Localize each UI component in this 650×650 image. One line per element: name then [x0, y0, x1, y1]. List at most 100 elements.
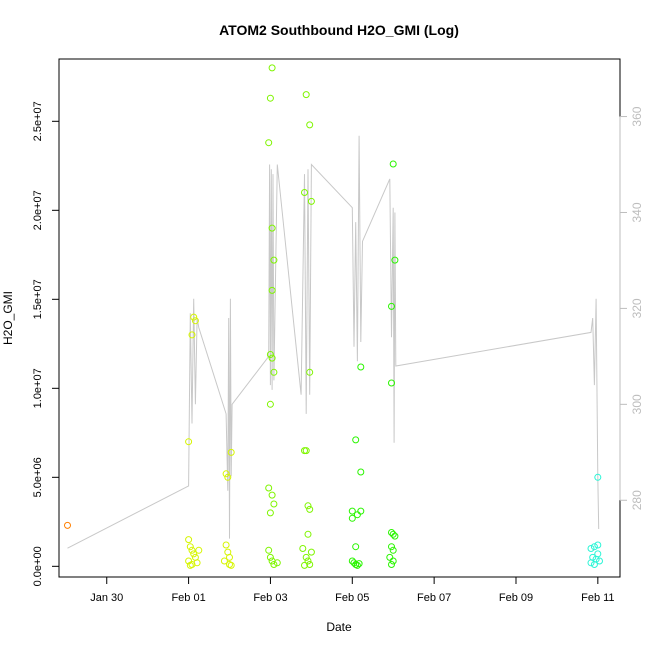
data-point	[222, 470, 230, 478]
y-axis-label: H2O_GMI	[1, 291, 15, 345]
data-point	[270, 256, 278, 264]
data-point	[226, 553, 233, 561]
y-tick-label: 5.0e+06	[32, 457, 44, 497]
x-axis-label: Date	[326, 620, 352, 634]
data-point	[299, 545, 307, 552]
data-point	[304, 530, 312, 538]
x-tick-label: Feb 01	[171, 592, 205, 604]
data-point	[352, 543, 360, 551]
data-point	[306, 505, 314, 513]
data-point	[302, 447, 310, 455]
y-right-tick-label: 360	[630, 106, 644, 126]
data-point	[185, 438, 193, 446]
data-point	[386, 553, 394, 561]
data-point	[193, 559, 201, 567]
data-point	[191, 317, 199, 325]
data-point	[348, 557, 356, 565]
data-point	[64, 521, 71, 529]
data-point	[220, 557, 228, 565]
data-point	[265, 546, 273, 554]
data-point	[355, 560, 363, 568]
data-point	[266, 94, 274, 102]
data-point	[301, 189, 308, 196]
data-point	[587, 559, 595, 567]
y-right-tick-label: 320	[630, 298, 644, 318]
data-point	[268, 286, 276, 294]
data-point	[357, 468, 365, 476]
secondary-series	[67, 135, 600, 549]
data-point	[594, 550, 602, 558]
data-point	[348, 514, 356, 522]
data-point	[590, 561, 598, 568]
data-point	[357, 363, 365, 371]
y-tick-label: 0.0e+00	[32, 546, 44, 586]
data-point	[188, 546, 196, 554]
data-point	[389, 160, 397, 168]
data-point	[273, 559, 281, 567]
data-point	[594, 541, 602, 549]
data-point	[306, 368, 314, 376]
data-point	[224, 473, 232, 481]
data-point	[389, 530, 397, 538]
data-point	[222, 541, 230, 549]
x-axis: Jan 30 Feb 01 Feb 03 Feb 05 Feb 07 Feb 09 Feb …	[90, 576, 615, 604]
y-right-tick-label: 340	[630, 202, 644, 222]
data-point	[587, 545, 595, 552]
data-point	[353, 561, 361, 569]
data-point	[266, 351, 274, 358]
x-tick-label: Feb 09	[499, 592, 533, 604]
y-axis-right: 280 300 320 340 360	[619, 106, 644, 510]
data-point	[190, 550, 198, 558]
data-point	[388, 302, 395, 310]
data-point	[304, 502, 312, 510]
data-points	[64, 64, 603, 569]
y-right-tick-label: 300	[630, 394, 644, 414]
data-point	[270, 368, 278, 376]
y-tick-label: 2.0e+07	[32, 190, 44, 230]
data-point	[389, 546, 397, 554]
data-point	[388, 529, 395, 536]
y-right-tick-label: 280	[630, 490, 644, 510]
data-point	[388, 543, 395, 551]
data-point	[307, 548, 315, 556]
data-point	[391, 256, 399, 264]
data-point	[306, 121, 314, 129]
secondary-line	[67, 135, 600, 549]
data-point	[265, 139, 273, 147]
data-point	[190, 313, 198, 321]
y-tick-label: 2.5e+07	[32, 101, 44, 141]
data-point	[186, 543, 194, 551]
data-point	[227, 561, 235, 569]
data-point	[388, 379, 395, 387]
data-point	[227, 448, 235, 456]
x-tick-label: Feb 03	[253, 592, 287, 604]
data-point	[388, 561, 395, 568]
plot-frame	[58, 58, 621, 578]
data-point	[357, 507, 365, 515]
data-point	[266, 509, 274, 517]
data-point	[302, 553, 310, 561]
data-point	[270, 500, 278, 508]
data-point	[268, 64, 276, 72]
data-point	[590, 543, 598, 551]
x-tick-label: Feb 05	[335, 592, 369, 604]
y-axis: 0.0e+00 5.0e+06 1.0e+07 1.5e+07 2.0e+07 2.5e+…	[32, 101, 60, 586]
y-tick-label: 1.0e+07	[32, 368, 44, 408]
data-point	[268, 491, 276, 499]
data-point	[266, 400, 274, 408]
data-point	[594, 473, 602, 481]
data-point	[302, 91, 310, 99]
data-point	[195, 546, 203, 554]
data-point	[266, 553, 274, 561]
data-point	[307, 197, 315, 205]
data-point	[188, 331, 196, 339]
x-tick-label: Feb 11	[581, 592, 614, 604]
data-point	[270, 561, 278, 568]
data-point	[268, 354, 276, 362]
data-point	[304, 557, 312, 565]
data-point	[265, 484, 273, 492]
data-point	[596, 557, 603, 565]
chart-title: ATOM2 Southbound H2O_GMI (Log)	[219, 22, 459, 38]
